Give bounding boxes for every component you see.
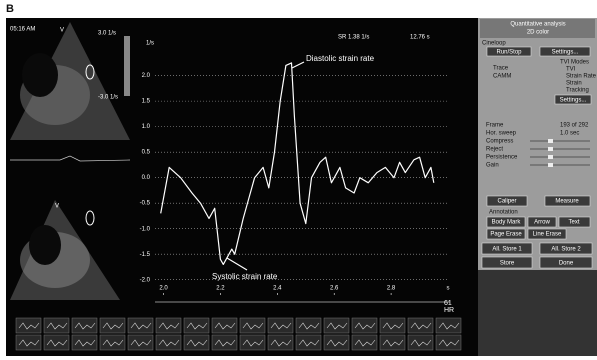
color-scale [124, 36, 130, 96]
section-title: Cineloop [482, 41, 506, 47]
button-label: All. Store 1 [492, 247, 522, 253]
time-readout: 12.76 s [410, 35, 430, 41]
readout: SR 1.38 1/s [338, 35, 369, 41]
control-label: Gain [486, 163, 499, 169]
control-label: Reject [486, 147, 503, 153]
page: B 05:16 AM 3.0 1/s -3.0 1/s V V 1/s SR 1… [0, 0, 597, 360]
control-label: Frame [486, 123, 504, 129]
button-label: Text [568, 220, 579, 226]
y-tick-label: -0.5 [140, 201, 151, 207]
unit-label: 1/s [146, 41, 154, 47]
x-tick-label: 2.6 [330, 286, 339, 292]
slider-knob[interactable] [548, 163, 553, 167]
y-tick-label: 0.0 [142, 175, 151, 181]
y-tick-label: -1.5 [140, 252, 151, 258]
radio-label[interactable]: Trace [493, 66, 509, 72]
control-label: Compress [486, 139, 513, 145]
x-tick-label: 2.4 [273, 286, 282, 292]
control-label: Persistence [486, 155, 518, 161]
annotation: Diastolic strain rate [306, 54, 375, 63]
x-unit: s [447, 286, 450, 292]
y-tick-label: 1.5 [142, 99, 151, 105]
echo-chamber [22, 53, 58, 97]
section-title: Annotation [489, 210, 518, 216]
y-tick-label: -2.0 [140, 277, 151, 283]
slider-knob[interactable] [548, 147, 553, 151]
x-tick-label: 2.0 [159, 286, 168, 292]
view-marker: V [60, 28, 64, 34]
button-label: Measure [555, 199, 579, 205]
heart-rate-label: HR [444, 307, 454, 314]
button-label: Page Erase [490, 232, 522, 238]
scale-bottom: -3.0 1/s [98, 95, 118, 101]
button-label: Settings... [560, 98, 587, 104]
control-panel: Quantitative analysis 2D color Cineloop … [478, 18, 597, 356]
control-value: 193 of 292 [560, 123, 589, 129]
y-tick-label: 1.0 [142, 124, 151, 130]
radio-label[interactable]: Strain Rate [566, 74, 597, 80]
section-title: TVI Modes [560, 60, 589, 66]
button-label: Settings... [552, 50, 579, 56]
button-label: Store [500, 261, 515, 267]
x-tick-label: 2.2 [216, 286, 225, 292]
radio-label[interactable]: CAMM [493, 74, 511, 80]
slider-knob[interactable] [548, 139, 553, 143]
button-label: Body Mark [492, 220, 522, 226]
button-label: Caliper [497, 199, 516, 205]
y-tick-label: 2.0 [142, 73, 151, 79]
clock: 05:16 AM [10, 27, 35, 33]
control-label: Hor. sweep [486, 131, 517, 137]
radio-label[interactable]: Strain [566, 81, 582, 87]
button-label: Done [559, 261, 574, 267]
slider-knob[interactable] [548, 155, 553, 159]
scale-top: 3.0 1/s [98, 31, 116, 37]
button-label: Run/Stop [496, 50, 522, 56]
panel-subtitle: 2D color [527, 30, 549, 36]
panel-lower [478, 270, 597, 356]
echo-chamber [29, 225, 61, 265]
panel-title: Quantitative analysis [510, 22, 565, 28]
figure-label: B [6, 3, 14, 15]
view-marker: V [55, 204, 59, 210]
x-tick-label: 2.8 [387, 286, 396, 292]
button-label: Line Erase [533, 232, 562, 238]
screenshot: B 05:16 AM 3.0 1/s -3.0 1/s V V 1/s SR 1… [0, 0, 597, 360]
control-value: 1.0 sec [560, 131, 579, 137]
y-tick-label: 0.5 [142, 150, 151, 156]
radio-label[interactable]: Tracking [566, 88, 589, 94]
button-label: All. Store 2 [551, 247, 581, 253]
y-tick-label: -1.0 [140, 226, 151, 232]
radio-label[interactable]: TVI [566, 67, 576, 73]
heart-rate: 61 [444, 300, 452, 307]
button-label: Arrow [534, 220, 550, 226]
